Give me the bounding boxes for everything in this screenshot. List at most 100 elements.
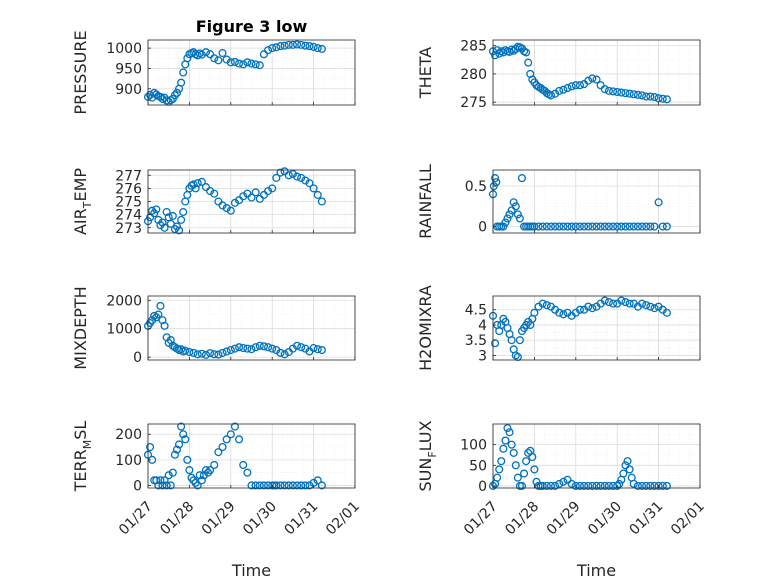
data-point — [193, 350, 202, 359]
data-point — [625, 222, 634, 231]
data-point — [276, 42, 285, 51]
data-point — [166, 481, 175, 490]
data-point — [255, 341, 264, 350]
data-point — [218, 348, 227, 357]
data-point — [563, 222, 572, 231]
data-point — [317, 345, 326, 355]
y-tick-label: 0.5 — [465, 179, 487, 195]
data-point — [222, 347, 231, 356]
data-point — [288, 169, 297, 178]
data-point — [650, 304, 659, 313]
data-point — [542, 481, 551, 490]
data-point — [571, 222, 580, 231]
data-point — [243, 344, 252, 353]
data-point — [517, 174, 527, 183]
data-point — [613, 222, 622, 231]
data-point — [617, 296, 626, 305]
data-point — [559, 477, 568, 486]
data-point — [292, 40, 302, 49]
data-point — [522, 457, 531, 466]
data-point — [528, 452, 537, 462]
data-point — [197, 177, 206, 186]
data-point — [609, 222, 618, 231]
subplot-6: 33.544.5 H2OMIXRA — [416, 285, 701, 371]
data-point — [197, 50, 206, 59]
data-point — [168, 211, 177, 220]
data-series — [489, 174, 671, 231]
y-axis-label: AIRTEMP — [71, 168, 94, 235]
data-point — [243, 468, 252, 477]
y-axis-label: THETA — [416, 47, 435, 99]
data-point — [551, 222, 560, 231]
data-point — [491, 51, 500, 60]
data-point — [305, 179, 314, 188]
x-tick-label: 01/27 — [461, 499, 501, 539]
data-point — [222, 204, 231, 213]
data-point — [247, 193, 256, 202]
data-point — [226, 206, 235, 215]
y-tick-label: 0 — [133, 350, 142, 366]
subplot-2: 275 280 285 THETA — [416, 39, 701, 111]
data-point — [654, 481, 663, 490]
data-point — [264, 186, 273, 196]
data-point — [662, 481, 671, 490]
data-point — [272, 173, 281, 182]
data-point — [637, 481, 647, 490]
data-point — [247, 481, 256, 490]
data-point — [609, 87, 618, 96]
data-point — [617, 222, 626, 231]
data-point — [222, 435, 231, 444]
data-point — [243, 58, 252, 67]
data-point — [604, 222, 613, 231]
axes-box — [492, 39, 701, 106]
data-point — [150, 311, 159, 320]
data-point — [650, 222, 659, 231]
data-point — [538, 481, 547, 490]
data-point — [658, 481, 667, 490]
y-tick-label: 276 — [115, 181, 142, 197]
data-point — [170, 450, 179, 459]
chart-title: Figure 3 low — [196, 17, 308, 36]
data-point — [654, 94, 663, 103]
data-point — [259, 50, 268, 59]
data-point — [493, 473, 502, 482]
y-tick-label: 950 — [115, 61, 142, 77]
x-tick-label: 01/31 — [627, 499, 667, 539]
data-point — [575, 305, 584, 314]
data-point — [218, 48, 227, 58]
data-point — [317, 197, 326, 206]
data-point — [604, 86, 613, 95]
x-tick-label: 01/28 — [157, 499, 197, 539]
data-point — [193, 51, 202, 60]
data-point — [522, 48, 531, 57]
data-point — [658, 94, 667, 103]
data-point — [235, 343, 244, 352]
data-point — [235, 435, 244, 444]
data-point — [195, 471, 204, 480]
data-point — [189, 348, 198, 357]
data-point — [160, 476, 169, 485]
data-point — [534, 222, 543, 231]
subplot-4: 0 0.5 RAINFALL — [416, 164, 701, 239]
data-point — [530, 308, 539, 317]
x-axis-label: Time — [231, 561, 271, 580]
data-point — [662, 95, 671, 104]
y-tick-label: 275 — [460, 95, 487, 111]
data-point — [172, 222, 182, 231]
data-point — [609, 299, 618, 308]
y-tick-label: 1000 — [106, 322, 142, 338]
data-point — [551, 481, 560, 490]
data-point — [183, 54, 192, 63]
data-point — [633, 90, 642, 99]
data-point — [571, 481, 580, 490]
data-point — [185, 347, 194, 357]
data-point — [559, 310, 568, 319]
data-point — [172, 445, 182, 454]
subplot-5: 0 1000 2000 MIXDEPTH — [71, 286, 356, 370]
data-point — [600, 222, 609, 231]
y-tick-label: 3.5 — [465, 333, 487, 349]
data-point — [301, 481, 310, 490]
data-point — [309, 184, 318, 193]
data-point — [172, 88, 182, 97]
data-point — [515, 336, 524, 345]
